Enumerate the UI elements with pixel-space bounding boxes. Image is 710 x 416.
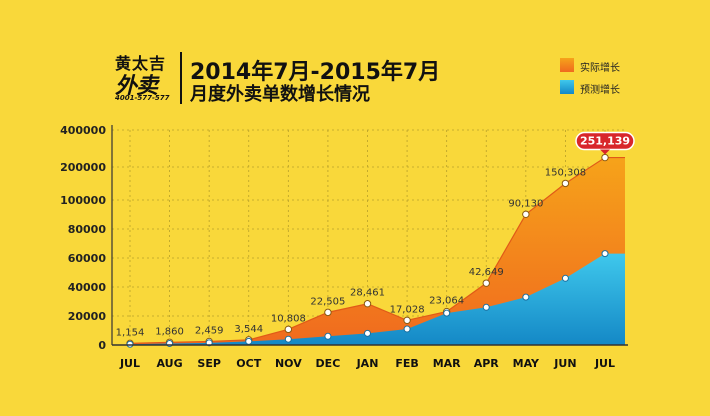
data-label-actual: 3,544	[234, 324, 263, 335]
data-point-forecast	[601, 250, 609, 258]
highlight-callout-label: 251,139	[580, 135, 630, 148]
data-label-actual: 1,154	[116, 327, 145, 338]
x-tick-label: DEC	[316, 357, 341, 370]
brand-logo: 黄太吉 外卖 4001-577-577	[115, 50, 177, 106]
data-label-actual: 17,028	[390, 304, 425, 315]
series-area-forecast	[130, 253, 625, 345]
highlight-callout-pointer	[600, 149, 610, 155]
series-area-actual	[130, 157, 625, 345]
x-tick-label: OCT	[236, 357, 261, 370]
data-label-actual: 10,808	[271, 313, 306, 324]
legend-label-forecast: 预测增长	[580, 85, 620, 96]
data-point-forecast	[443, 309, 451, 317]
x-tick-label: JUL	[594, 357, 615, 370]
chart-title: 2014年7月-2015年7月	[190, 60, 441, 85]
data-point-actual	[561, 179, 570, 188]
brand-name-top: 黄太吉	[115, 54, 167, 73]
x-tick-label: MAY	[513, 357, 540, 370]
data-point-forecast	[364, 329, 371, 337]
x-tick-label: AUG	[157, 357, 183, 370]
data-point-actual	[482, 279, 490, 287]
y-tick-label: 80000	[68, 223, 107, 236]
y-tick-label: 200000	[60, 161, 106, 174]
data-point-actual	[601, 153, 609, 162]
data-point-forecast	[324, 332, 332, 340]
series-line-actual	[129, 156, 625, 344]
x-tick-label: JAN	[356, 357, 379, 370]
x-tick-label: FEB	[395, 357, 418, 370]
brand-name-main: 外卖	[115, 74, 158, 99]
legend-swatch-forecast	[560, 80, 574, 94]
brand-phone: 4001-577-577	[115, 94, 170, 102]
x-tick-label: JUN	[553, 357, 576, 370]
x-tick-label: MAR	[433, 357, 461, 370]
data-point-forecast	[403, 325, 411, 333]
legend-swatch-actual	[560, 58, 574, 72]
data-point-forecast	[561, 274, 569, 282]
data-point-forecast	[482, 303, 490, 311]
y-tick-label: 40000	[68, 281, 107, 294]
legend-label-actual: 实际增长	[580, 63, 620, 74]
x-tick-label: APR	[474, 357, 500, 370]
y-tick-label: 20000	[68, 310, 107, 323]
data-label-actual: 28,461	[350, 288, 385, 299]
y-tick-label: 400000	[60, 124, 106, 137]
data-point-forecast	[522, 293, 530, 301]
data-point-actual	[284, 325, 293, 334]
title-divider	[180, 52, 182, 104]
data-point-forecast	[284, 335, 292, 343]
data-point-actual	[522, 210, 530, 219]
chart-subtitle: 月度外卖单数增长情况	[190, 84, 370, 105]
data-point-forecast	[245, 337, 253, 345]
data-label-actual: 150,308	[545, 167, 586, 178]
y-tick-label: 60000	[68, 252, 107, 265]
data-label-actual: 2,459	[195, 325, 224, 336]
data-label-actual: 90,130	[508, 198, 543, 209]
y-tick-label: 0	[98, 339, 106, 352]
data-point-actual	[363, 300, 372, 308]
x-tick-label: JUL	[119, 357, 140, 370]
data-point-actual	[403, 316, 411, 325]
data-label-actual: 22,505	[310, 296, 345, 307]
x-tick-label: NOV	[275, 357, 302, 370]
data-point-actual	[324, 308, 332, 317]
x-tick-label: SEP	[197, 357, 221, 370]
data-label-actual: 42,649	[469, 267, 504, 278]
y-tick-label: 100000	[60, 194, 106, 207]
data-label-actual: 23,064	[429, 296, 464, 307]
data-label-actual: 1,860	[155, 326, 184, 337]
